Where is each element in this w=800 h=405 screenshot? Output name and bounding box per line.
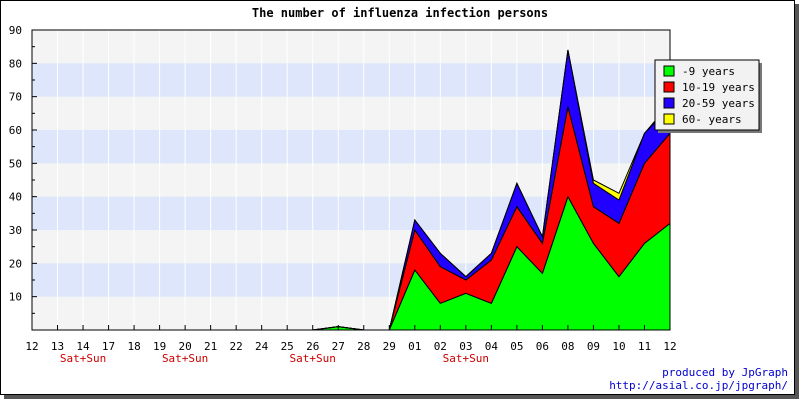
- x-tick-label: 05: [510, 340, 523, 353]
- x-tick-label: 19: [153, 340, 166, 353]
- legend-swatch: [663, 97, 675, 109]
- x-tick-label: 10: [612, 340, 625, 353]
- x-tick-label: 17: [102, 340, 115, 353]
- x-tick-label: 24: [255, 340, 269, 353]
- y-tick-label: 80: [9, 57, 22, 70]
- x-tick-label: 14: [76, 340, 90, 353]
- legend-label: 10-19 years: [682, 81, 755, 94]
- y-tick-label: 10: [9, 291, 22, 304]
- x-tick-label: 22: [230, 340, 243, 353]
- x-tick-label: 13: [51, 340, 64, 353]
- x-tick-label: 09: [587, 340, 600, 353]
- weekend-labels: Sat+Sun Sat+Sun Sat+Sun Sat+Sun: [60, 352, 489, 365]
- y-axis-ticks: 10 20 30 40 50 60 70 80 90: [9, 24, 37, 331]
- weekend-label: Sat+Sun: [443, 352, 489, 365]
- weekend-label: Sat+Sun: [162, 352, 208, 365]
- legend-label: 60- years: [682, 113, 742, 126]
- x-tick-label: 04: [485, 340, 499, 353]
- x-tick-label: 29: [383, 340, 396, 353]
- x-tick-label: 01: [408, 340, 421, 353]
- weekend-label: Sat+Sun: [60, 352, 106, 365]
- chart-title: The number of influenza infection person…: [252, 6, 548, 20]
- x-tick-label: 21: [204, 340, 217, 353]
- y-tick-label: 60: [9, 124, 22, 137]
- x-tick-label: 03: [459, 340, 472, 353]
- x-tick-label: 20: [178, 340, 191, 353]
- credits-line2: http://asial.co.jp/jpgraph/: [609, 379, 788, 392]
- legend: -9 years 10-19 years 20-59 years 60- years: [654, 59, 762, 133]
- x-tick-label: 25: [281, 340, 294, 353]
- y-tick-label: 50: [9, 157, 22, 170]
- x-tick-label: 02: [434, 340, 447, 353]
- x-axis-ticks: 12 13 14 17 18 19 20 21 22 24 25 26 27 28 29 01 02 03 04 05…: [25, 325, 677, 353]
- y-tick-label: 90: [9, 24, 22, 37]
- x-tick-label: 11: [638, 340, 651, 353]
- y-tick-label: 30: [9, 224, 22, 237]
- legend-swatch: [663, 81, 675, 93]
- credits-line1: produced by JpGraph: [662, 366, 788, 379]
- x-tick-label: 12: [25, 340, 38, 353]
- legend-label: -9 years: [682, 65, 735, 78]
- x-tick-label: 18: [127, 340, 140, 353]
- y-tick-label: 20: [9, 257, 22, 270]
- x-tick-label: 28: [357, 340, 370, 353]
- x-tick-label: 08: [561, 340, 574, 353]
- x-tick-label: 12: [663, 340, 676, 353]
- y-tick-label: 40: [9, 191, 22, 204]
- x-tick-label: 27: [332, 340, 345, 353]
- legend-label: 20-59 years: [682, 97, 755, 110]
- y-tick-label: 70: [9, 91, 22, 104]
- legend-swatch: [663, 113, 675, 125]
- legend-swatch: [663, 65, 675, 77]
- x-tick-label: 26: [306, 340, 319, 353]
- x-tick-label: 06: [536, 340, 549, 353]
- weekend-label: Sat+Sun: [290, 352, 336, 365]
